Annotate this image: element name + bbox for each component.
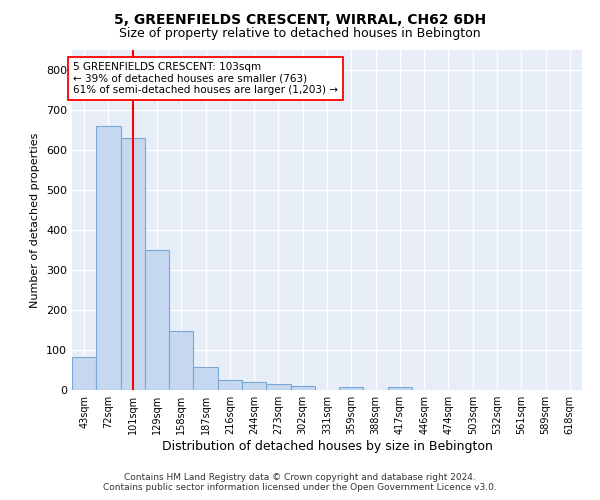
Text: Size of property relative to detached houses in Bebington: Size of property relative to detached ho…	[119, 28, 481, 40]
Text: 5 GREENFIELDS CRESCENT: 103sqm
← 39% of detached houses are smaller (763)
61% of: 5 GREENFIELDS CRESCENT: 103sqm ← 39% of …	[73, 62, 338, 95]
Text: Contains HM Land Registry data © Crown copyright and database right 2024.
Contai: Contains HM Land Registry data © Crown c…	[103, 473, 497, 492]
Bar	[72, 357, 96, 390]
Bar	[339, 387, 364, 390]
Bar	[242, 382, 266, 390]
Bar	[96, 126, 121, 390]
Bar	[193, 367, 218, 390]
X-axis label: Distribution of detached houses by size in Bebington: Distribution of detached houses by size …	[161, 440, 493, 453]
Text: 5, GREENFIELDS CRESCENT, WIRRAL, CH62 6DH: 5, GREENFIELDS CRESCENT, WIRRAL, CH62 6D…	[114, 12, 486, 26]
Bar	[266, 384, 290, 390]
Bar	[121, 138, 145, 390]
Bar	[145, 250, 169, 390]
Bar	[290, 386, 315, 390]
Bar	[218, 380, 242, 390]
Bar	[169, 331, 193, 390]
Y-axis label: Number of detached properties: Number of detached properties	[31, 132, 40, 308]
Bar	[388, 387, 412, 390]
